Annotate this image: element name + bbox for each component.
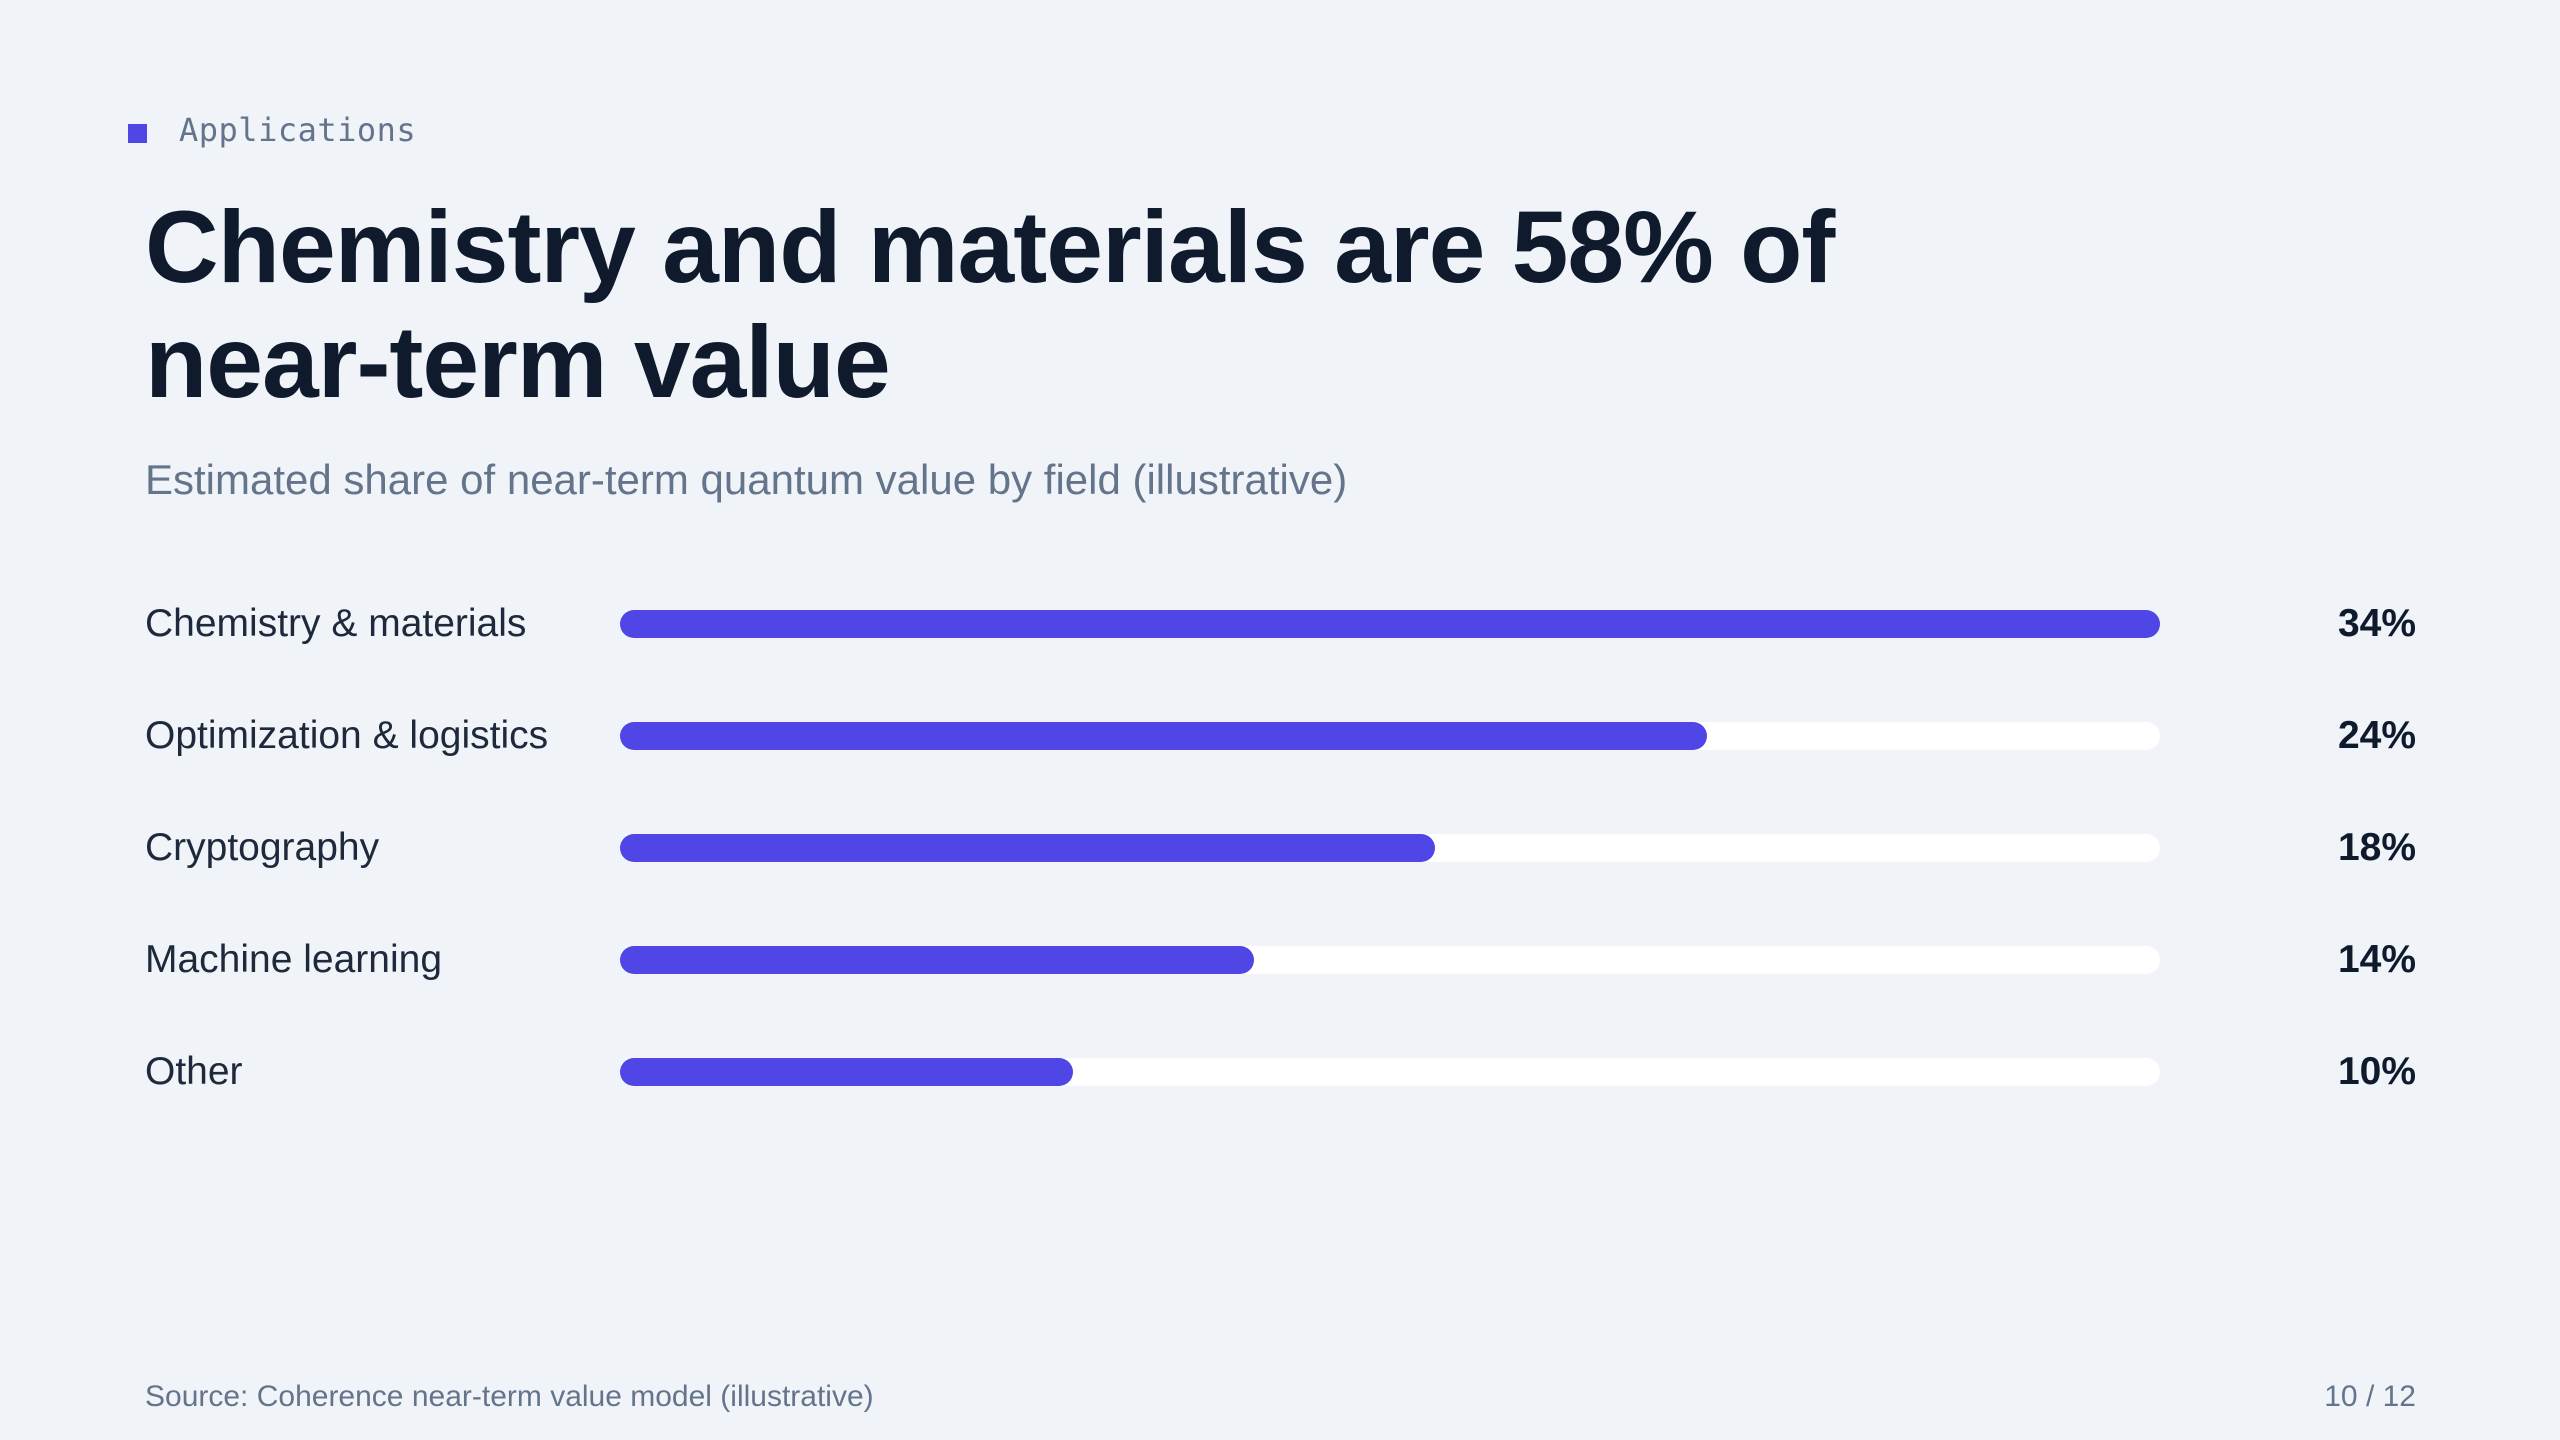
eyebrow-label: Applications: [179, 111, 417, 149]
section-eyebrow: Applications: [128, 108, 416, 152]
bar-value-label: 10%: [2337, 1050, 2416, 1093]
bar-value-label: 24%: [2337, 714, 2416, 757]
bar-row: Chemistry & materials 34%: [0, 594, 2560, 654]
bar-track: [620, 722, 2160, 750]
bar-fill: [620, 834, 1436, 862]
eyebrow-square-icon: [128, 123, 147, 143]
bar-track: [620, 946, 2160, 974]
bar-row: Other 10%: [0, 1042, 2560, 1102]
bar-category-label: Optimization & logistics: [145, 714, 549, 757]
slide-subtitle: Estimated share of near-term quantum val…: [145, 456, 1348, 503]
bar-fill: [620, 1058, 1073, 1086]
bar-fill: [620, 946, 1255, 974]
source-note: Source: Coherence near-term value model …: [145, 1380, 874, 1413]
page-number: 10 / 12: [2324, 1380, 2416, 1413]
bar-value-label: 14%: [2337, 938, 2416, 981]
bar-category-label: Machine learning: [145, 938, 443, 981]
bar-value-label: 18%: [2337, 826, 2416, 869]
bar-row: Machine learning 14%: [0, 930, 2560, 990]
bar-category-label: Cryptography: [145, 826, 380, 869]
bar-category-label: Chemistry & materials: [145, 602, 527, 645]
bar-track: [620, 1058, 2160, 1086]
bar-value-label: 34%: [2337, 602, 2416, 645]
bar-category-label: Other: [145, 1050, 243, 1093]
bar-fill: [620, 722, 1708, 750]
bar-track: [620, 610, 2160, 638]
bar-fill: [620, 610, 2160, 638]
slide-title: Chemistry and materials are 58% of near-…: [145, 190, 1835, 419]
bar-track: [620, 834, 2160, 862]
bar-row: Optimization & logistics 24%: [0, 706, 2560, 766]
bar-row: Cryptography 18%: [0, 818, 2560, 878]
